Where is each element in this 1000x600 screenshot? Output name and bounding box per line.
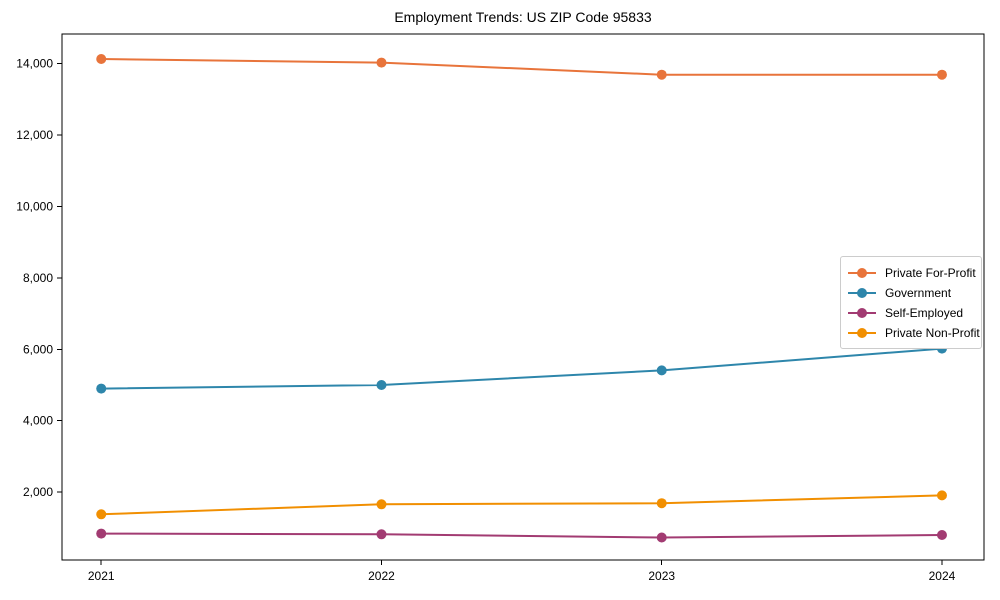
legend-label: Government — [885, 286, 952, 300]
legend-label: Self-Employed — [885, 306, 964, 320]
series-line-private-non-profit — [100, 494, 943, 516]
data-point — [936, 530, 947, 541]
legend-item-private-non-profit: Private Non-Profit — [848, 323, 980, 343]
legend-item-government: Government — [848, 283, 974, 303]
data-point — [96, 509, 107, 520]
legend-line-marker-icon — [848, 307, 876, 319]
chart-title: Employment Trends: US ZIP Code 95833 — [394, 9, 652, 25]
data-point — [656, 498, 667, 509]
legend-line-marker-icon — [848, 327, 876, 339]
legend-item-private-for-profit: Private For-Profit — [848, 263, 976, 283]
legend: Private For-Profit Government Self-Emplo… — [840, 256, 982, 349]
x-tick-label: 2024 — [929, 569, 956, 583]
series-line-government — [100, 347, 943, 390]
data-point — [96, 383, 107, 394]
y-tick-label: 14,000 — [16, 57, 53, 71]
y-tick-label: 6,000 — [23, 342, 53, 356]
data-point — [656, 365, 667, 376]
data-point — [96, 53, 107, 64]
data-point — [656, 69, 667, 80]
y-tick-label: 2,000 — [23, 485, 53, 499]
y-tick-label: 8,000 — [23, 271, 53, 285]
series-line-self-employed — [100, 532, 943, 539]
data-point — [376, 380, 387, 391]
plot-border — [61, 33, 985, 561]
x-tick-label: 2023 — [648, 569, 675, 583]
data-point — [936, 490, 947, 501]
legend-label: Private Non-Profit — [885, 326, 980, 340]
data-point — [96, 528, 107, 539]
data-point — [376, 57, 387, 68]
x-tick-label: 2021 — [88, 569, 115, 583]
series-line-private-for-profit — [100, 57, 943, 76]
data-point — [936, 69, 947, 80]
x-tick-label: 2022 — [368, 569, 395, 583]
data-point — [376, 499, 387, 510]
y-tick-label: 12,000 — [16, 128, 53, 142]
data-point — [376, 529, 387, 540]
legend-item-self-employed: Self-Employed — [848, 303, 974, 323]
y-tick-label: 10,000 — [16, 199, 53, 213]
legend-line-marker-icon — [848, 267, 876, 279]
data-point — [656, 532, 667, 543]
legend-label: Private For-Profit — [885, 266, 976, 280]
legend-line-marker-icon — [848, 287, 876, 299]
y-tick-label: 4,000 — [23, 414, 53, 428]
